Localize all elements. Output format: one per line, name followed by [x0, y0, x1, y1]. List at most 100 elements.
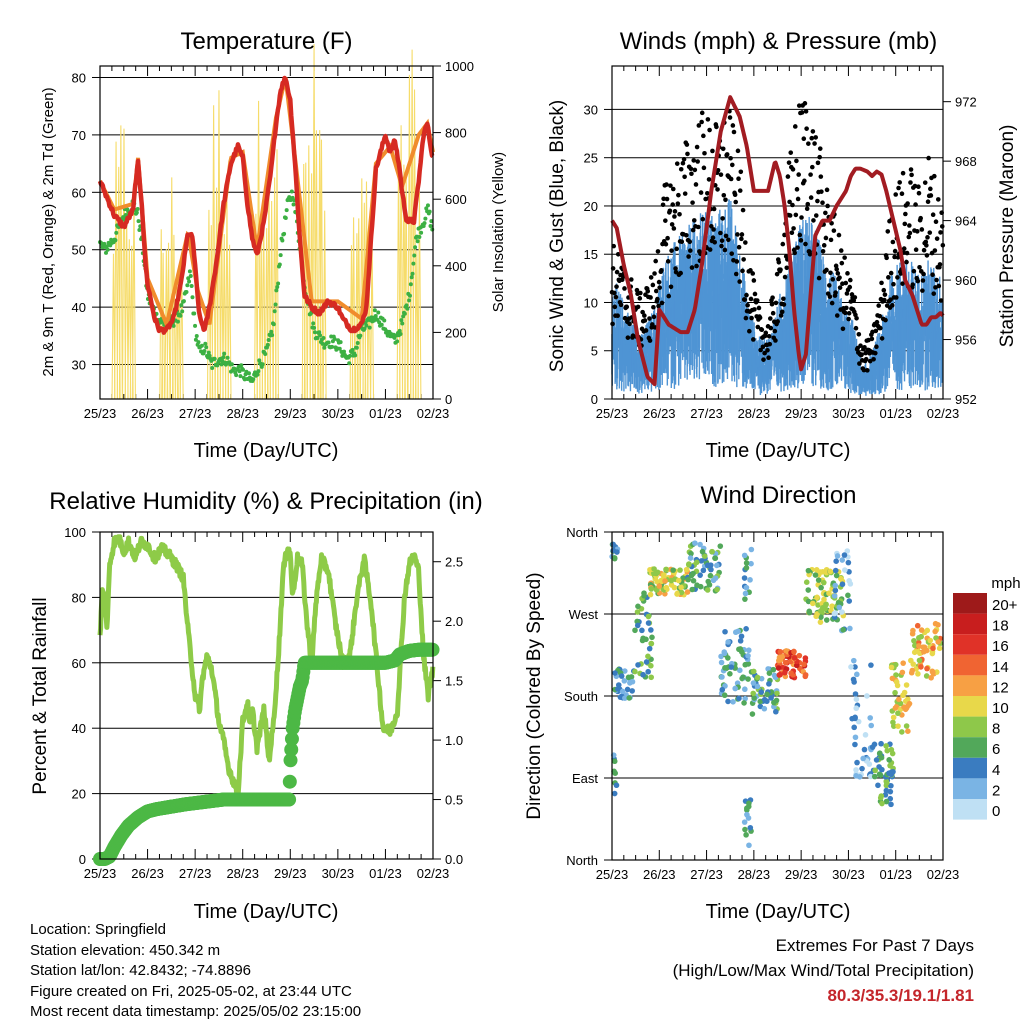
dewpoint-point: [102, 241, 107, 246]
x-tick-label: 01/23: [369, 406, 402, 421]
solar-spike: [269, 200, 274, 400]
gust-point: [721, 192, 727, 198]
temperature-ylabel-left: 2m & 9m T (Red, Orange) & 2m Td (Green): [40, 87, 57, 376]
gust-point: [882, 292, 888, 297]
direction-point: [750, 680, 757, 686]
gust-point: [856, 331, 862, 337]
precip-point: [284, 742, 299, 757]
direction-point: [852, 714, 858, 721]
x-tick-label: 30/23: [322, 866, 355, 881]
gust-point: [627, 321, 632, 327]
direction-point: [743, 565, 750, 571]
direction-point: [842, 567, 848, 573]
gust-point: [890, 303, 895, 308]
gust-point: [840, 326, 846, 332]
direction-point: [888, 801, 894, 808]
direction-point: [844, 548, 851, 554]
extremes-values: 80.3/35.3/19.1/1.81: [827, 986, 974, 1005]
direction-point: [747, 824, 754, 831]
gust-point: [759, 327, 765, 333]
direction-point: [732, 685, 738, 692]
legend-swatch: [953, 757, 987, 779]
gust-point: [824, 267, 829, 273]
gust-point: [618, 302, 624, 308]
gust-point: [817, 154, 822, 160]
dewpoint-point: [269, 329, 274, 334]
dewpoint-point: [204, 345, 209, 350]
legend-swatch: [953, 778, 987, 799]
dewpoint-point: [263, 351, 268, 356]
gust-point: [893, 295, 899, 300]
gust-point: [647, 316, 652, 321]
dewpoint-point: [312, 330, 317, 335]
direction-point: [677, 567, 683, 573]
gust-point: [738, 169, 744, 175]
gust-point: [666, 293, 672, 299]
direction-point: [876, 771, 883, 777]
dewpoint-point: [210, 366, 215, 371]
direction-plot: North East South West North: [564, 525, 943, 868]
direction-point: [701, 553, 708, 559]
direction-point: [855, 718, 862, 725]
direction-point: [820, 579, 827, 586]
dewpoint-point: [395, 339, 400, 344]
pressure-line: [610, 95, 945, 387]
gust-point: [873, 328, 879, 334]
gust-point: [705, 117, 711, 122]
direction-point: [743, 584, 750, 591]
direction-point: [854, 759, 860, 766]
gust-point: [819, 189, 824, 194]
gust-point: [865, 368, 870, 373]
gust-point: [691, 218, 697, 223]
direction-point: [743, 626, 749, 632]
direction-point: [678, 584, 684, 591]
direction-point: [914, 622, 921, 629]
direction-point: [871, 773, 878, 780]
gust-point: [782, 274, 788, 280]
gust-point: [884, 255, 889, 261]
direction-point: [754, 683, 761, 690]
gust-point: [739, 236, 744, 242]
direction-point: [899, 669, 906, 676]
x-tick-label: 30/23: [832, 406, 865, 421]
dewpoint-point: [373, 314, 378, 319]
direction-point: [651, 566, 657, 572]
gust-point: [694, 144, 700, 150]
direction-point: [685, 561, 692, 568]
direction-point: [750, 690, 757, 697]
gust-point: [732, 192, 738, 198]
gust-point: [828, 237, 834, 243]
gust-point: [668, 183, 673, 188]
gust-point: [718, 230, 723, 236]
direction-point: [900, 660, 906, 666]
direction-point: [648, 586, 655, 592]
gust-point: [804, 206, 810, 211]
x-tick-label: 27/23: [179, 866, 212, 881]
dewpoint-point: [234, 373, 239, 378]
direction-point: [879, 800, 885, 807]
dewpoint-point: [194, 333, 199, 338]
dewpoint-point: [222, 351, 227, 356]
x-tick-label: 02/23: [927, 406, 960, 421]
y-tick-label: 0: [79, 852, 86, 867]
gust-point: [836, 232, 842, 238]
gust-point: [780, 241, 786, 247]
gust-point: [921, 271, 926, 277]
x-tick-label: 30/23: [322, 406, 355, 421]
gust-point: [701, 165, 707, 171]
y2-tick-label: 0: [445, 392, 452, 407]
direction-point: [615, 686, 621, 692]
dewpoint-point: [332, 336, 337, 341]
gust-point: [781, 296, 786, 302]
direction-point: [805, 587, 812, 593]
direction-point: [845, 559, 852, 566]
solar-spike: [114, 141, 119, 400]
gust-point: [811, 218, 816, 223]
gust-point: [827, 283, 832, 288]
gust-point: [821, 243, 827, 248]
direction-point: [774, 690, 780, 697]
direction-point: [930, 645, 936, 652]
dewpoint-point: [251, 377, 256, 382]
x-tick-label: 25/23: [84, 866, 117, 881]
direction-point: [737, 667, 743, 674]
